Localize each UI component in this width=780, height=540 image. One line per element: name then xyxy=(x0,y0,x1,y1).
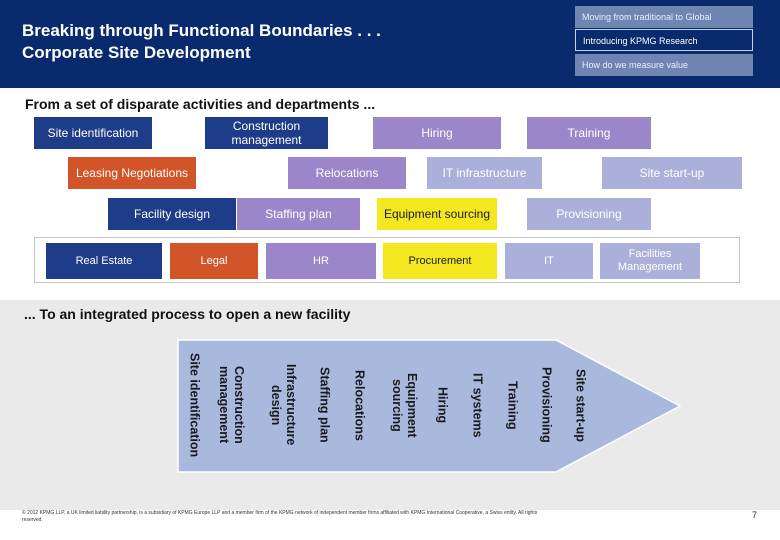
dept-it: IT xyxy=(505,243,593,279)
step-it-systems: IT systems xyxy=(470,372,485,438)
activity-leasing-negotiations: Leasing Negotiations xyxy=(68,157,196,189)
nav-tab-measure-value[interactable]: How do we measure value xyxy=(575,54,753,76)
activity-site-startup: Site start-up xyxy=(602,157,742,189)
activity-construction-management: Construction management xyxy=(205,117,328,149)
activity-hiring: Hiring xyxy=(373,117,501,149)
page-title: Breaking through Functional Boundaries .… xyxy=(22,20,381,64)
activity-relocations: Relocations xyxy=(288,157,406,189)
activity-equipment-sourcing: Equipment sourcing xyxy=(377,198,497,230)
step-provisioning: Provisioning xyxy=(539,367,554,443)
dept-legal: Legal xyxy=(170,243,258,279)
section-title-integrated: ... To an integrated process to open a n… xyxy=(24,306,351,322)
step-infrastructure-design: Infrastructure design xyxy=(269,364,298,446)
step-hiring: Hiring xyxy=(435,386,450,424)
activity-provisioning: Provisioning xyxy=(527,198,651,230)
step-equipment-sourcing: Equipment sourcing xyxy=(390,372,419,438)
nav-tab-introducing-research[interactable]: Introducing KPMG Research xyxy=(575,29,753,51)
activity-site-identification: Site identification xyxy=(34,117,152,149)
process-arrow-shape xyxy=(177,339,682,473)
step-staffing-plan: Staffing plan xyxy=(317,367,332,443)
page-number: 7 xyxy=(752,510,758,520)
title-line-1: Breaking through Functional Boundaries .… xyxy=(22,21,381,40)
nav-tab-traditional-to-global[interactable]: Moving from traditional to Global xyxy=(575,6,753,28)
activity-facility-design: Facility design xyxy=(108,198,236,230)
activity-it-infrastructure: IT infrastructure xyxy=(427,157,542,189)
dept-real-estate: Real Estate xyxy=(46,243,162,279)
dept-procurement: Procurement xyxy=(383,243,497,279)
activity-training: Training xyxy=(527,117,651,149)
step-site-identification: Site identification xyxy=(187,352,202,458)
dept-facilities-management: Facilities Management xyxy=(600,243,700,279)
activity-staffing-plan: Staffing plan xyxy=(237,198,360,230)
step-site-startup: Site start-up xyxy=(573,368,588,442)
title-line-2: Corporate Site Development xyxy=(22,43,251,62)
dept-hr: HR xyxy=(266,243,376,279)
step-construction-management: Construction management xyxy=(217,366,246,444)
step-training: Training xyxy=(505,380,520,430)
header-bar: Breaking through Functional Boundaries .… xyxy=(0,0,780,88)
footer-legal: © 2012 KPMG LLP, a UK limited liability … xyxy=(22,510,538,523)
step-relocations: Relocations xyxy=(352,369,367,441)
section-title-disparate: From a set of disparate activities and d… xyxy=(25,96,376,112)
